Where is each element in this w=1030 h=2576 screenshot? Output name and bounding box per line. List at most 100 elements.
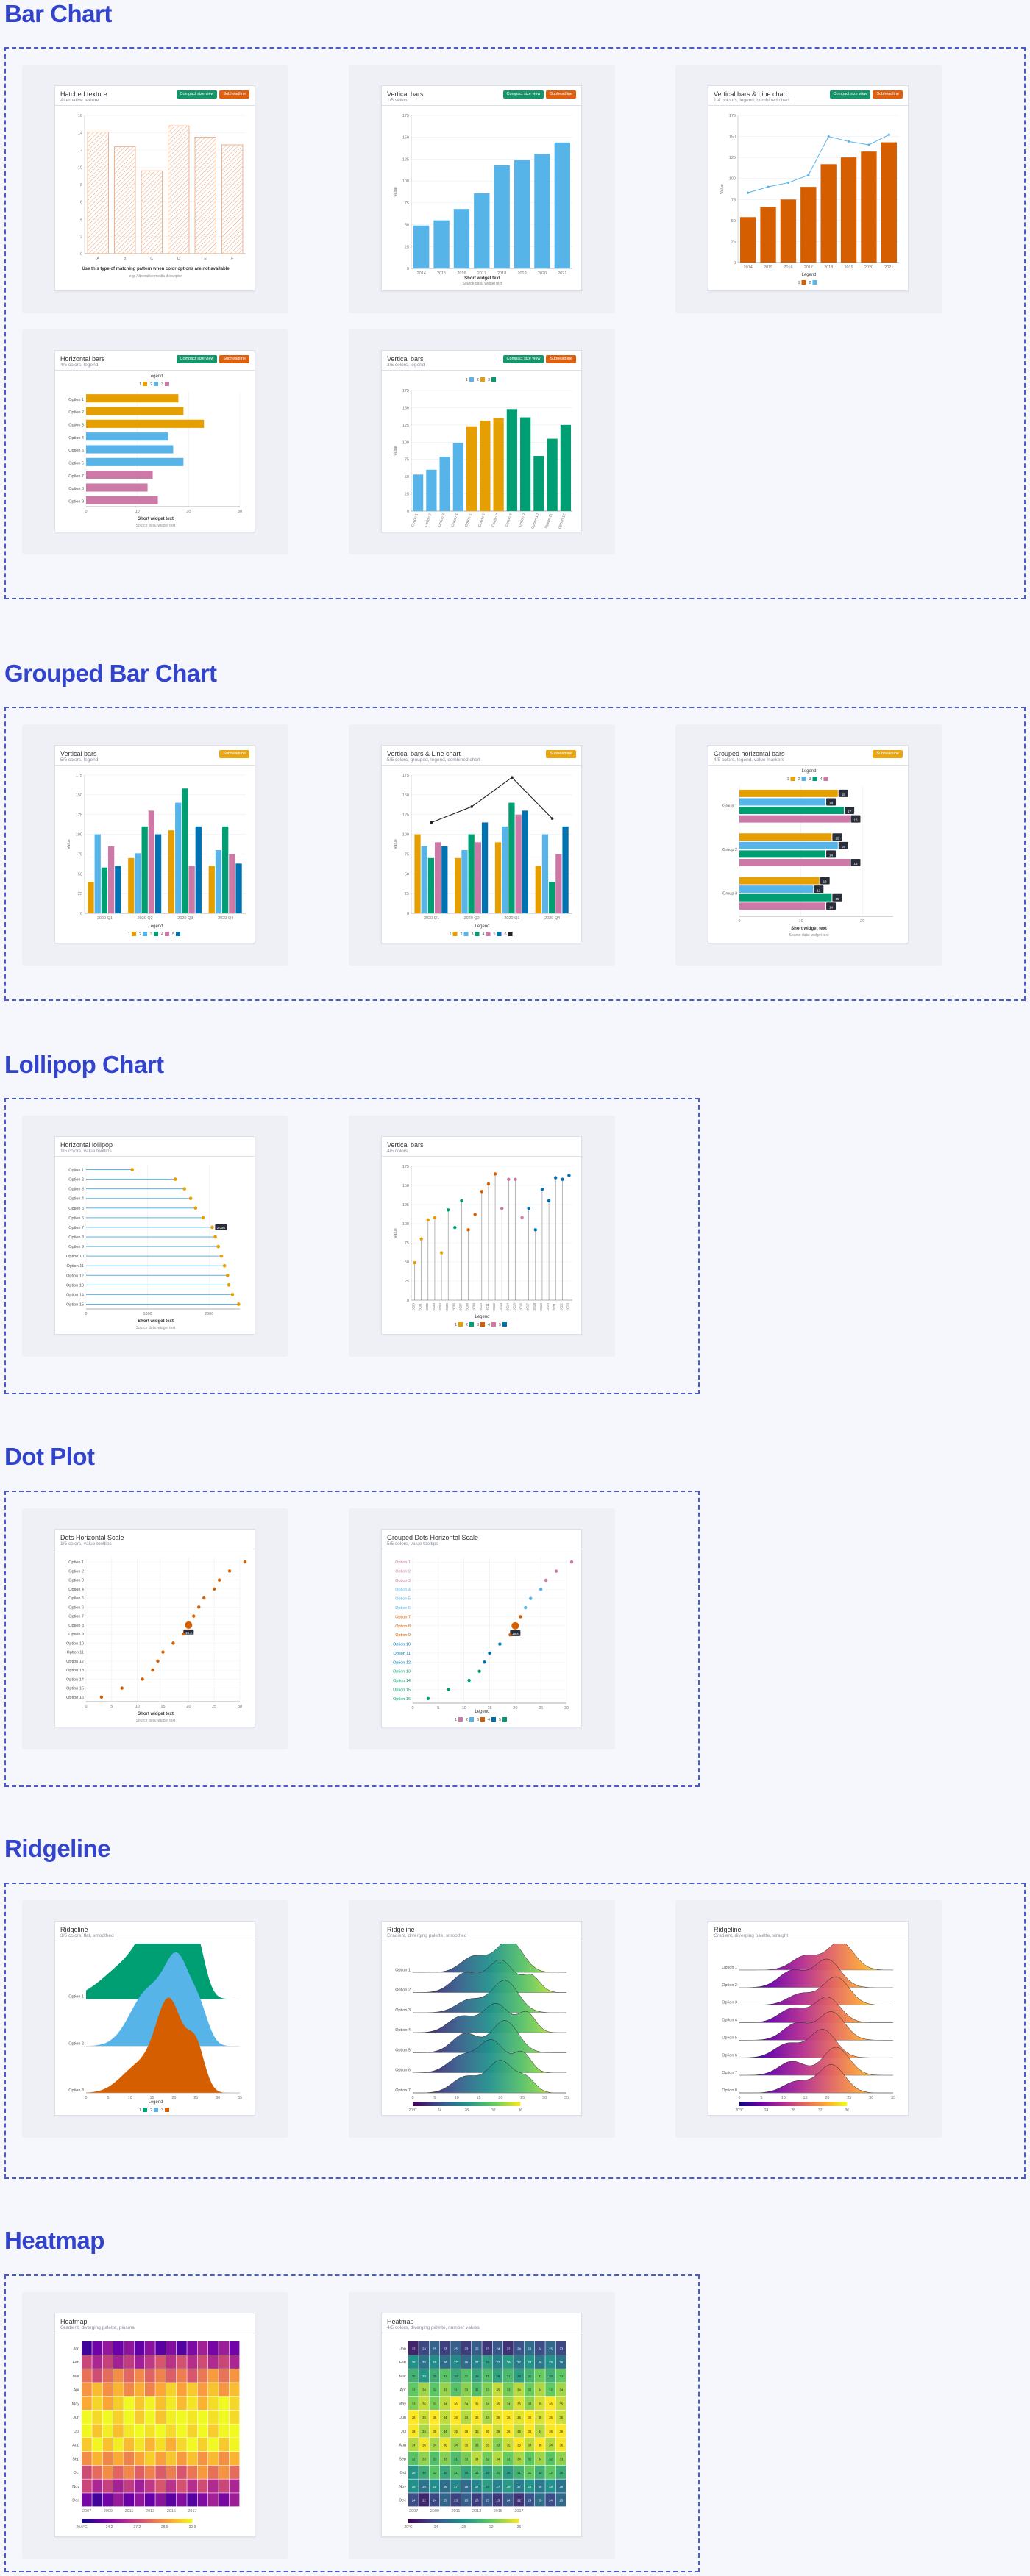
x-tick-label: Option 11	[544, 513, 554, 529]
heatmap-cell	[219, 2383, 229, 2396]
x-tick-label: Option 8	[505, 513, 514, 527]
bar	[155, 835, 161, 913]
chart-dot: 0 5 10 15 20 25 30Option 1Option 2Option 3Opti…	[55, 1552, 256, 1727]
bar	[115, 146, 135, 254]
category-label: Option 5	[68, 1207, 84, 1211]
legend-label: 3	[477, 1323, 479, 1327]
y-tick-label: 175	[76, 774, 82, 778]
card-title: Vertical bars	[387, 355, 424, 363]
heatmap-cell	[198, 2425, 208, 2438]
row-label: Nov	[72, 2485, 79, 2489]
heatmap-cell	[230, 2466, 240, 2479]
x-tick-label: 2020	[864, 265, 873, 270]
card-badge[interactable]: Compact size view	[177, 90, 218, 99]
category-label: Option 5	[395, 1597, 411, 1602]
card-badge[interactable]: Compact size view	[177, 355, 218, 363]
chart-card: Vertical bars 1/5 select Compact size view…	[381, 85, 582, 291]
card-badge[interactable]: Subheadline	[219, 750, 249, 758]
category-label: Option 1	[68, 398, 84, 402]
card-subtitle: 1/5 select	[387, 98, 408, 103]
heatmap-cell	[219, 2355, 229, 2369]
heatmap-cell	[198, 2355, 208, 2369]
y-tick-label: 4	[80, 218, 82, 222]
bar	[88, 882, 93, 913]
lollipop-dot	[419, 1238, 422, 1241]
category-label: Option 7	[395, 1615, 411, 1619]
legend-swatch	[813, 777, 817, 781]
cell-value: 26	[444, 2361, 447, 2364]
heatmap-cell	[208, 2397, 219, 2410]
card-badge[interactable]: Subheadline	[219, 355, 249, 363]
legend-swatch	[813, 280, 817, 285]
category-label: Option 1	[395, 1968, 411, 1972]
cell-value: 36	[559, 2430, 563, 2433]
cell-value: 27	[517, 2361, 521, 2364]
category-label: Option 9	[68, 1633, 84, 1637]
bar	[426, 470, 436, 511]
heatmap-cell	[187, 2493, 197, 2506]
bar	[455, 858, 461, 913]
x-tick-label: 0	[85, 510, 87, 514]
card-badge[interactable]: Subheadline	[219, 90, 249, 99]
y-axis-title: Value	[394, 839, 398, 849]
lollipop-dot	[534, 1228, 537, 1231]
card-badge[interactable]: Compact size view	[830, 90, 871, 99]
card-title: Vertical bars	[387, 1141, 424, 1149]
heatmap-cell	[177, 2341, 187, 2355]
cell-value: 26	[539, 2485, 542, 2488]
bar	[454, 209, 469, 268]
y-tick-label: 8	[80, 183, 82, 188]
cell-value: 35	[559, 2402, 563, 2405]
card-badge[interactable]: Subheadline	[546, 750, 576, 758]
heatmap-cell	[124, 2397, 134, 2410]
dot	[477, 1669, 480, 1672]
legend-swatch	[132, 932, 136, 936]
heatmap-cell	[103, 2452, 113, 2465]
card-subtitle: 3/5 colors, flat, smoothed	[60, 1933, 114, 1938]
row-label: Feb	[73, 2361, 79, 2365]
lollipop-dot	[487, 1182, 490, 1185]
lollipop-dot	[210, 1226, 214, 1230]
chart-ridge: 0 5 10 15 20 25 30 35Option 1Option 2Option 3Le…	[55, 1944, 256, 2115]
heatmap-cell	[230, 2383, 240, 2396]
heatmap-cell	[82, 2493, 92, 2506]
card-badge[interactable]: Subheadline	[873, 90, 903, 99]
card-badge[interactable]: Compact size view	[503, 355, 544, 363]
legend-swatch	[497, 932, 502, 936]
category-label: Option 1	[68, 1560, 84, 1565]
card-badge[interactable]: Subheadline	[873, 750, 903, 758]
heatmap-cell	[155, 2397, 166, 2410]
card-title: Horizontal lollipop	[60, 1141, 113, 1149]
card-subtitle: 5/5 colors, value tooltips	[387, 1541, 438, 1546]
bar	[229, 854, 235, 913]
legend-swatch	[802, 777, 806, 781]
x-tick-label: 2011	[125, 2509, 134, 2513]
legend-swatch	[824, 777, 828, 781]
x-tick-label: 2015	[494, 2509, 502, 2513]
chart-hbar: Legend1 2 30 10 20 30Option 1Option 2Option 3…	[55, 373, 256, 532]
card-title: Hatched texture	[60, 90, 107, 98]
y-axis-title: Value	[67, 839, 71, 849]
card-badge[interactable]: Subheadline	[546, 355, 576, 363]
card-badge[interactable]: Compact size view	[503, 90, 544, 99]
heatmap-cell	[198, 2397, 208, 2410]
legend-label: 1	[139, 382, 141, 387]
heatmap-cell	[92, 2397, 102, 2410]
x-tick-label: 35	[891, 2096, 895, 2100]
colorbar	[739, 2102, 847, 2106]
x-tick-label: 20	[513, 1706, 517, 1710]
line-point	[511, 776, 514, 779]
card-badge[interactable]: Subheadline	[546, 90, 576, 99]
card-subtitle: Alternative texture	[60, 98, 99, 103]
category-label: Option 3	[722, 2001, 737, 2005]
dot	[488, 1652, 491, 1655]
category-label: Option 12	[393, 1660, 411, 1665]
x-tick-label: 2018	[497, 271, 506, 276]
dot	[218, 1578, 221, 1581]
y-tick-label: 75	[405, 201, 409, 206]
legend-title: Legend	[475, 1315, 489, 1319]
cell-value: 34	[559, 2388, 563, 2392]
cell-value: 26	[422, 2485, 426, 2488]
value-label: 14	[829, 854, 834, 857]
chart-tile: Dots Horizontal Scale 1/5 colors, value t…	[22, 1508, 288, 1749]
